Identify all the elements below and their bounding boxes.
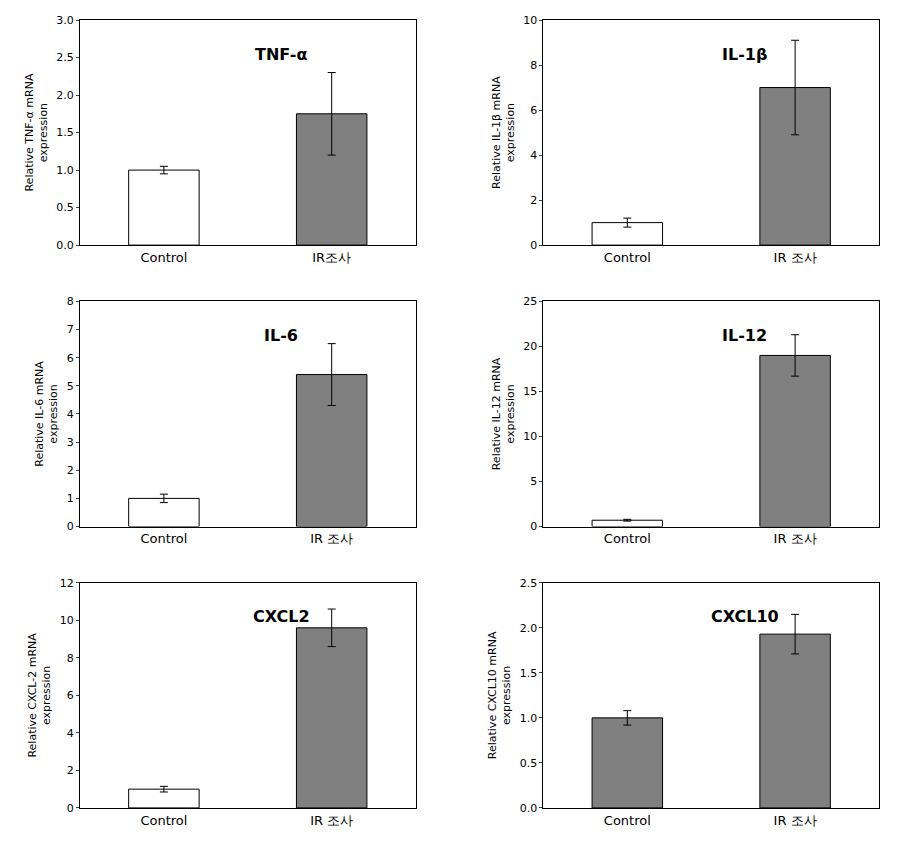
svg-text:2: 2 — [67, 764, 74, 777]
svg-text:CXCL10: CXCL10 — [711, 607, 779, 626]
svg-text:Control: Control — [140, 813, 187, 828]
svg-text:2: 2 — [530, 194, 537, 207]
svg-text:5: 5 — [530, 475, 537, 488]
svg-text:10: 10 — [523, 430, 537, 443]
svg-text:2: 2 — [67, 464, 74, 477]
svg-text:8: 8 — [67, 652, 74, 665]
svg-text:4: 4 — [530, 149, 537, 162]
svg-text:0: 0 — [67, 802, 74, 815]
svg-text:3.0: 3.0 — [56, 14, 74, 27]
svg-text:TNF-α: TNF-α — [255, 45, 307, 64]
svg-text:IL-12: IL-12 — [722, 326, 767, 345]
svg-text:4: 4 — [67, 408, 74, 421]
svg-text:Relative IL-6 mRNAexpression: Relative IL-6 mRNAexpression — [33, 361, 60, 467]
svg-text:8: 8 — [530, 59, 537, 72]
svg-text:12: 12 — [60, 577, 74, 590]
svg-text:Relative IL-12 mRNAexpression: Relative IL-12 mRNAexpression — [490, 357, 517, 470]
svg-text:0.0: 0.0 — [56, 239, 74, 252]
svg-text:1: 1 — [67, 492, 74, 505]
svg-text:IR조사: IR조사 — [312, 250, 351, 265]
svg-text:2.0: 2.0 — [56, 89, 74, 102]
svg-text:Relative CXCL10 mRNAexpression: Relative CXCL10 mRNAexpression — [486, 631, 513, 759]
svg-text:2.0: 2.0 — [520, 622, 538, 635]
svg-text:IR 조사: IR 조사 — [310, 531, 353, 546]
svg-text:IL-6: IL-6 — [264, 326, 298, 345]
svg-text:0.0: 0.0 — [520, 802, 538, 815]
svg-text:0.5: 0.5 — [56, 201, 74, 214]
svg-text:0.5: 0.5 — [520, 757, 538, 770]
svg-text:IL-1β: IL-1β — [722, 45, 767, 64]
svg-text:6: 6 — [67, 689, 74, 702]
svg-text:15: 15 — [523, 385, 537, 398]
svg-text:4: 4 — [67, 727, 74, 740]
svg-text:Relative TNF-α mRNAexpression: Relative TNF-α mRNAexpression — [23, 73, 50, 191]
svg-text:5: 5 — [67, 380, 74, 393]
svg-text:Relative CXCL-2 mRNAexpression: Relative CXCL-2 mRNAexpression — [26, 633, 53, 758]
svg-text:6: 6 — [67, 352, 74, 365]
svg-text:10: 10 — [60, 614, 74, 627]
svg-text:2.5: 2.5 — [56, 51, 74, 64]
svg-text:IR 조사: IR 조사 — [774, 250, 817, 265]
svg-text:IR 조사: IR 조사 — [774, 813, 817, 828]
svg-text:1.5: 1.5 — [56, 126, 74, 139]
svg-text:0: 0 — [67, 520, 74, 533]
svg-text:1.0: 1.0 — [56, 164, 74, 177]
svg-text:7: 7 — [67, 323, 74, 336]
svg-text:6: 6 — [530, 104, 537, 117]
svg-text:CXCL2: CXCL2 — [253, 607, 310, 626]
svg-text:IR 조사: IR 조사 — [310, 813, 353, 828]
svg-text:Relative IL-1β mRNAexpression: Relative IL-1β mRNAexpression — [490, 76, 517, 189]
svg-text:IR 조사: IR 조사 — [774, 531, 817, 546]
svg-text:Control: Control — [140, 531, 187, 546]
svg-text:1.5: 1.5 — [520, 667, 538, 680]
svg-text:0: 0 — [530, 520, 537, 533]
svg-text:10: 10 — [523, 14, 537, 27]
svg-text:Control: Control — [604, 813, 651, 828]
svg-text:Control: Control — [604, 250, 651, 265]
svg-text:3: 3 — [67, 436, 74, 449]
svg-text:2.5: 2.5 — [520, 577, 538, 590]
svg-text:1.0: 1.0 — [520, 712, 538, 725]
svg-text:20: 20 — [523, 340, 537, 353]
svg-text:8: 8 — [67, 295, 74, 308]
svg-text:0: 0 — [530, 239, 537, 252]
svg-text:Control: Control — [140, 250, 187, 265]
svg-text:Control: Control — [604, 531, 651, 546]
svg-text:25: 25 — [523, 295, 537, 308]
